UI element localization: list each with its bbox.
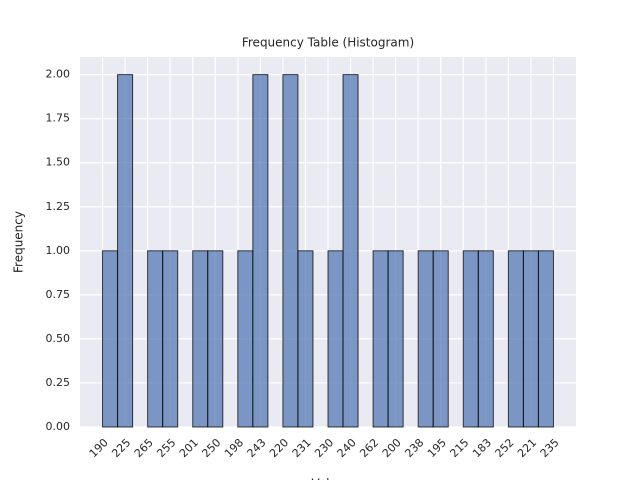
bar (102, 250, 119, 428)
x-tick-label: 265 (132, 436, 156, 460)
y-tick-label: 1.25 (46, 200, 71, 213)
x-tick-label: 225 (109, 436, 133, 460)
y-tick-label: 0.25 (46, 376, 71, 389)
bar (372, 250, 389, 428)
y-tick-label: 1.50 (46, 156, 71, 169)
bar (537, 250, 554, 428)
x-tick-label: 243 (245, 436, 269, 460)
bar (522, 250, 539, 428)
x-tick-label: 230 (312, 436, 336, 460)
x-tick-label: 198 (222, 436, 246, 460)
y-tick-label: 2.00 (46, 68, 71, 81)
x-tick-label: 238 (402, 436, 426, 460)
x-tick-label: 183 (470, 436, 494, 460)
x-tick-label: 231 (290, 436, 314, 460)
bar (252, 74, 269, 428)
bar (162, 250, 179, 428)
y-tick-label: 1.00 (46, 244, 71, 257)
y-axis-label: Frequency (12, 211, 26, 273)
x-tick-label: 195 (425, 436, 449, 460)
bar (327, 250, 344, 428)
x-tick-label: 235 (538, 436, 562, 460)
bar (432, 250, 449, 428)
bar (237, 250, 254, 428)
x-tick-label: 200 (380, 436, 404, 460)
bar (117, 74, 134, 428)
x-tick-label: 220 (267, 436, 291, 460)
x-tick-label: 215 (447, 436, 471, 460)
x-tick-label: 262 (357, 436, 381, 460)
bar (207, 250, 224, 428)
x-tick-label: 255 (154, 436, 178, 460)
x-tick-label: 190 (87, 436, 111, 460)
y-tick-label: 1.75 (46, 112, 71, 125)
bar (417, 250, 434, 428)
bar (282, 74, 299, 428)
bar (297, 250, 314, 428)
x-tick-label: 221 (515, 436, 539, 460)
y-tick-label: 0.75 (46, 288, 71, 301)
bar (342, 74, 359, 428)
chart-title: Frequency Table (Histogram) (242, 36, 414, 50)
y-tick-label: 0.00 (46, 420, 71, 433)
bar (387, 250, 404, 428)
bar (192, 250, 209, 428)
bar (507, 250, 524, 428)
y-tick-label: 0.50 (46, 332, 71, 345)
bar (462, 250, 479, 428)
x-tick-label: 240 (335, 436, 359, 460)
x-tick-label: 250 (199, 436, 223, 460)
x-tick-label: 252 (493, 436, 517, 460)
x-tick-label: 201 (177, 436, 201, 460)
x-axis-label: Value (312, 477, 345, 480)
bar (147, 250, 164, 428)
bar (477, 250, 494, 428)
